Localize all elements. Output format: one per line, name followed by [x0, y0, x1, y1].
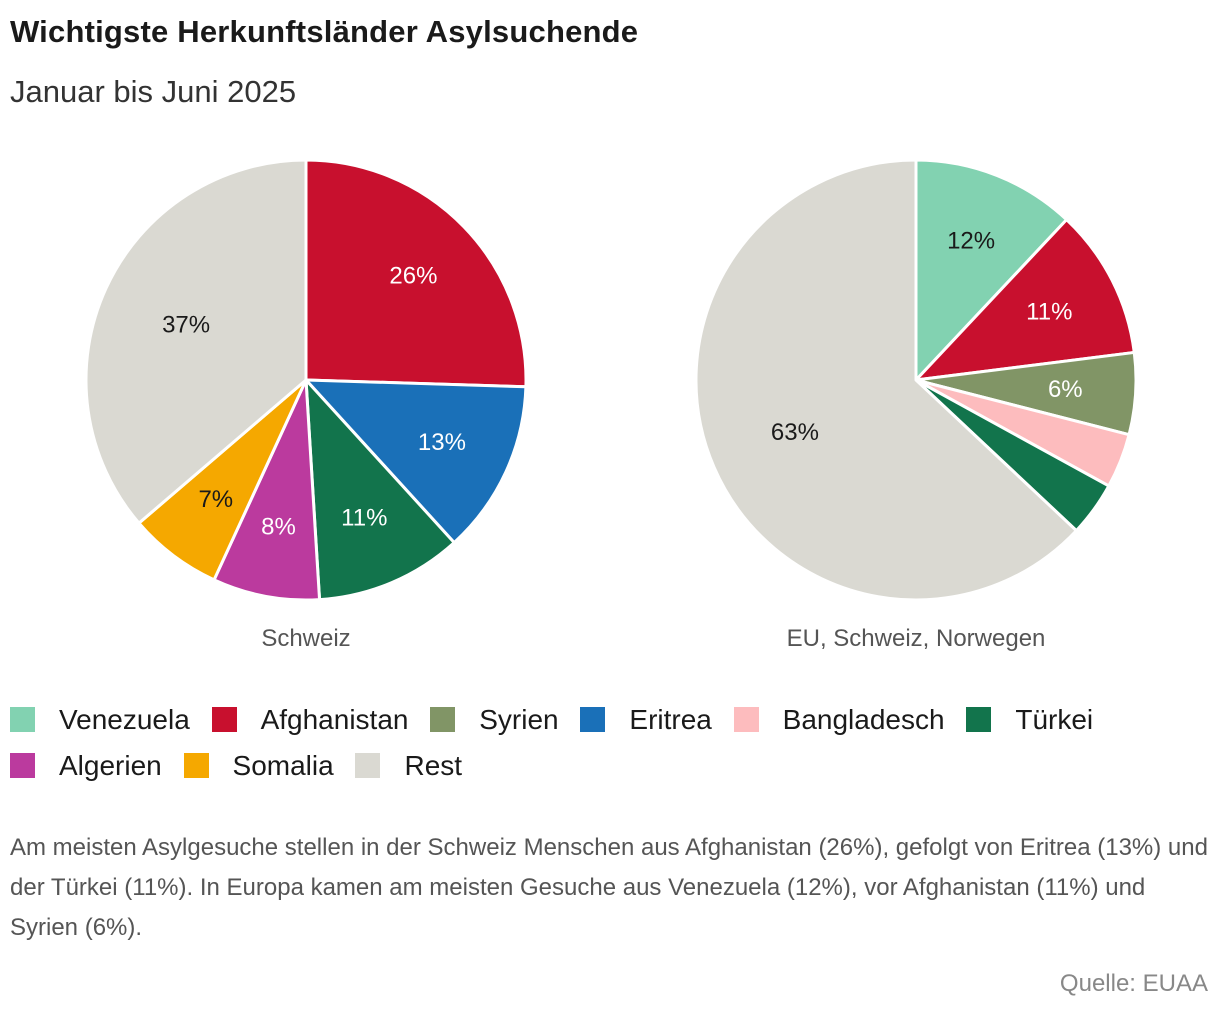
legend-item-syrien: Syrien	[430, 697, 559, 743]
pie1-label-afghanistan: 26%	[389, 262, 437, 289]
pie1-slice-afghanistan	[304, 158, 528, 389]
legend-label: Algerien	[59, 750, 162, 781]
legend-swatch	[183, 753, 209, 778]
pie-charts: 26% 13% 11% 8% 7% 37% Schweiz 12% 11% 6% 63% EU, Sc…	[84, 158, 1138, 652]
chart-title: Wichtigste Herkunftsländer Asylsuchende	[10, 14, 639, 49]
legend-item-algerien: Algerien	[10, 743, 162, 789]
legend-item-afghanistan: Afghanistan	[211, 697, 409, 743]
pie2-caption: EU, Schweiz, Norwegen	[787, 625, 1046, 652]
legend-item-eritrea: Eritrea	[580, 697, 712, 743]
pie1-label-tuerkei: 11%	[341, 504, 387, 531]
legend-label: Venezuela	[59, 704, 190, 735]
pie2-label-syrien: 6%	[1048, 376, 1083, 403]
pie1-label-rest: 37%	[162, 311, 210, 338]
legend-swatch	[355, 753, 381, 778]
pie1-slice-rest	[84, 158, 308, 525]
description-text: Am meisten Asylgesuche stellen in der Sc…	[10, 834, 1208, 941]
legend-label: Rest	[404, 750, 463, 781]
pie2-slice-venezuela	[914, 158, 1069, 382]
legend-label: Afghanistan	[260, 704, 409, 735]
legend-label: Somalia	[232, 750, 334, 781]
legend-swatch	[580, 707, 606, 732]
legend-swatch	[10, 707, 35, 732]
pie1-slice-eritrea	[304, 378, 528, 545]
pie1-label-eritrea: 13%	[418, 429, 466, 456]
pie2-label-venezuela: 12%	[947, 227, 995, 254]
pie1-label-algerien: 8%	[261, 514, 296, 541]
legend-label: Eritrea	[629, 704, 712, 735]
legend-swatch	[966, 707, 992, 732]
legend-item-somalia: Somalia	[183, 743, 334, 789]
legend-swatch	[10, 753, 35, 778]
legend-item-venezuela: Venezuela	[10, 697, 190, 743]
legend-swatch	[733, 707, 759, 732]
pie2-label-afghanistan: 11%	[1026, 299, 1072, 326]
pie2-slice-afghanistan	[914, 218, 1136, 382]
pie1-slice-algerien	[212, 378, 322, 602]
legend-label: Türkei	[1015, 704, 1094, 735]
legend-label: Bangladesch	[782, 704, 945, 735]
legend-swatch	[430, 707, 456, 732]
pie2-label-rest: 63%	[771, 419, 819, 446]
pie1-slice-tuerkei	[304, 378, 456, 602]
pie1-label-somalia: 7%	[198, 486, 233, 513]
legend-label: Syrien	[479, 704, 559, 735]
legend-swatch	[211, 707, 237, 732]
legend: Venezuela Afghanistan Syrien Eritrea Ban…	[10, 697, 1205, 789]
legend-item-bangladesch: Bangladesch	[733, 697, 945, 743]
source-credit: Quelle: EUAA	[1059, 970, 1208, 997]
pie-chart-1: 26% 13% 11% 8% 7% 37% Schweiz	[84, 158, 528, 652]
pie2-slice-rest	[694, 158, 1078, 602]
pie-chart-2: 12% 11% 6% 63% EU, Schweiz, Norwegen	[694, 158, 1138, 652]
chart-subtitle: Januar bis Juni 2025	[10, 74, 297, 109]
legend-item-rest: Rest	[355, 743, 462, 789]
legend-item-tuerkei: Türkei	[966, 697, 1093, 743]
pie1-caption: Schweiz	[261, 625, 350, 652]
